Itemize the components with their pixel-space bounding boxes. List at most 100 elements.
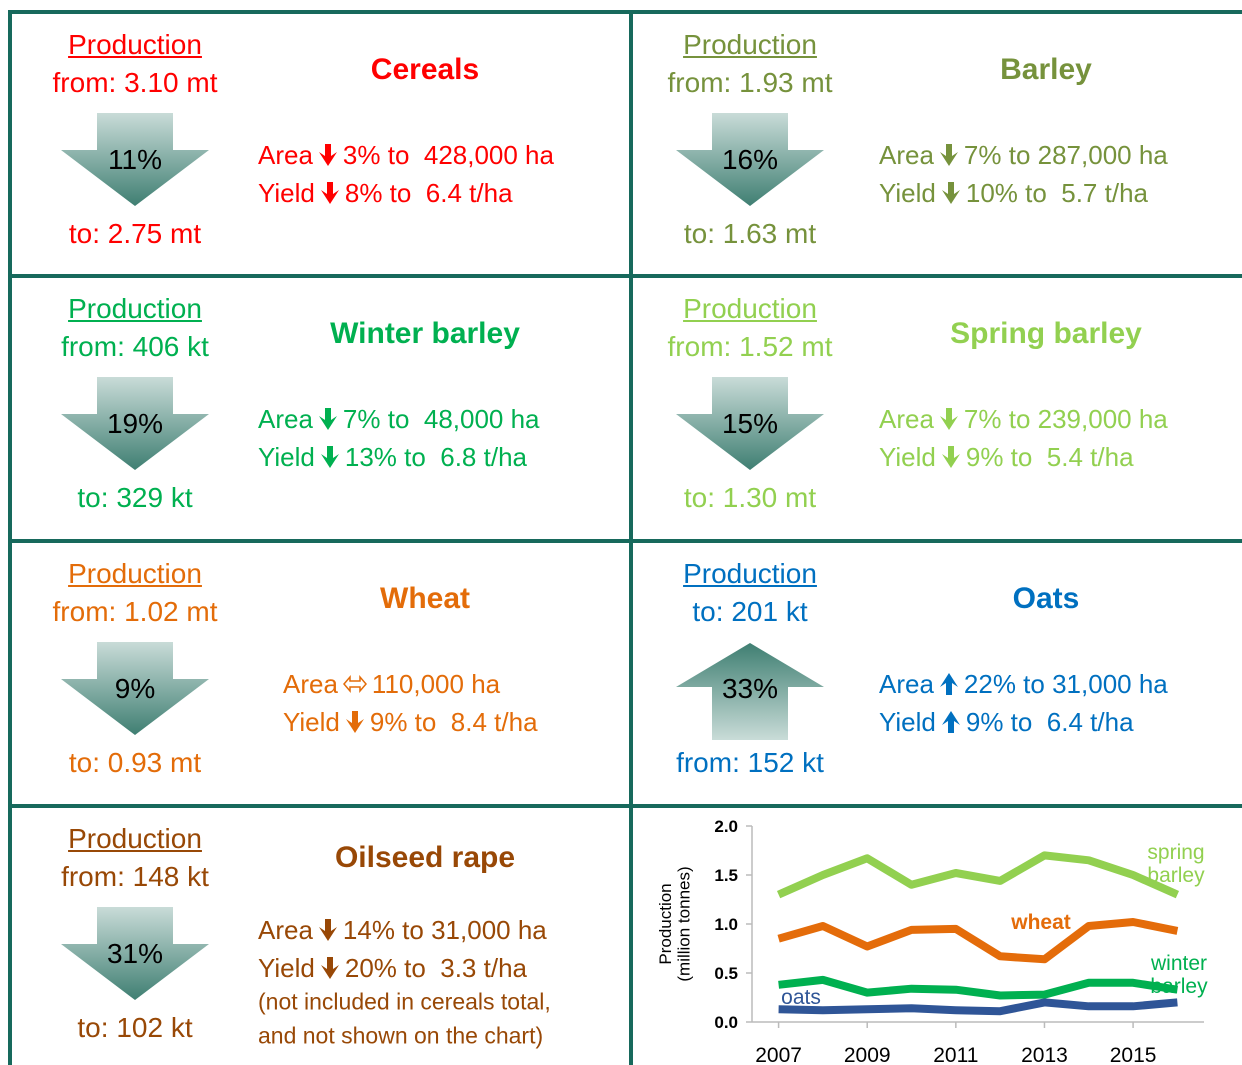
y-tick-label: 1.5 (714, 866, 738, 885)
area-text: 7% to 287,000 ha (963, 140, 1168, 170)
series-label: spring barley (1147, 841, 1205, 887)
yield-text: 20% to 3.3 t/ha (344, 953, 527, 983)
area-label: Area (879, 669, 934, 699)
change-arrow (61, 377, 209, 470)
change-arrow (61, 642, 209, 735)
series-line (778, 998, 1178, 1016)
border (8, 804, 1242, 808)
border (8, 539, 1242, 543)
area-text: 22% to 31,000 ha (963, 669, 1168, 699)
production-label: Production (683, 29, 817, 60)
crop-name: Spring barley (950, 317, 1142, 350)
change-percent: 9% (114, 673, 156, 704)
trend-icon (941, 446, 960, 468)
trend-icon (941, 182, 960, 204)
area-text: 7% to 239,000 ha (963, 404, 1168, 434)
x-tick-label: 2009 (844, 1044, 891, 1065)
yield-row: Yield 9% to 6.4 t/ha (879, 709, 1134, 735)
x-tick-label: 2015 (1110, 1044, 1157, 1065)
yield-text: 10% to 5.7 t/ha (965, 178, 1148, 208)
y-tick-label: 0.0 (714, 1013, 738, 1032)
x-tick-label: 2007 (755, 1044, 802, 1065)
change-percent: 19% (106, 408, 164, 439)
area-row: Area 14% to 31,000 ha (258, 917, 547, 943)
area-row: Area 7% to 287,000 ha (879, 142, 1168, 168)
area-row: Area 7% to 239,000 ha (879, 406, 1168, 432)
trend-icon (941, 711, 960, 733)
crop-name: Oilseed rape (334, 841, 516, 874)
production-label: Production (683, 558, 817, 589)
yield-label: Yield (258, 178, 315, 208)
area-label: Area (879, 404, 934, 434)
production-label: Production (68, 293, 202, 324)
yield-text: 9% to 5.4 t/ha (965, 442, 1134, 472)
production-label: Production (68, 558, 202, 589)
border (8, 10, 12, 1065)
area-text: 3% to 428,000 ha (342, 140, 554, 170)
x-tick-label: 2013 (1021, 1044, 1068, 1065)
area-text: 110,000 ha (371, 669, 501, 699)
change-arrow (676, 643, 824, 740)
production-top: to: 201 kt (692, 596, 808, 627)
yield-row: Yield 8% to 6.4 t/ha (258, 180, 513, 206)
area-row: Area 110,000 ha (283, 671, 500, 697)
trend-icon (939, 408, 958, 430)
area-label: Area (879, 140, 934, 170)
trend-icon (320, 446, 339, 468)
area-row: Area 3% to 428,000 ha (258, 142, 554, 168)
trend-icon (345, 711, 364, 733)
production-bottom: from: 152 kt (676, 747, 824, 778)
series-line (778, 975, 1179, 1000)
yield-label: Yield (879, 442, 936, 472)
change-arrow (676, 377, 824, 470)
production-top: from: 3.10 mt (52, 67, 218, 98)
production-bottom: to: 329 kt (77, 482, 193, 513)
area-text: 14% to 31,000 ha (342, 915, 547, 945)
production-top: from: 406 kt (61, 331, 209, 362)
production-top: from: 1.93 mt (667, 67, 833, 98)
area-label: Area (258, 404, 313, 434)
production-label: Production (683, 293, 817, 324)
production-bottom: to: 102 kt (77, 1012, 193, 1043)
yield-text: 13% to 6.8 t/ha (344, 442, 527, 472)
crop-name: Winter barley (330, 317, 520, 350)
yield-row: Yield 20% to 3.3 t/ha (258, 955, 527, 981)
trend-icon (318, 144, 337, 166)
border (8, 274, 1242, 278)
series-label: winter barley (1150, 952, 1208, 998)
crop-name: Oats (1012, 582, 1080, 615)
trend-icon (320, 182, 339, 204)
area-label: Area (283, 669, 338, 699)
series-line (776, 851, 1180, 899)
trend-icon (318, 408, 337, 430)
yield-row: Yield 9% to 8.4 t/ha (283, 709, 538, 735)
border (629, 10, 633, 1065)
yield-row: Yield 13% to 6.8 t/ha (258, 444, 527, 470)
series-label: wheat (1010, 911, 1071, 934)
series-line (777, 918, 1179, 964)
trend-icon (342, 674, 367, 694)
chart: 0.0 0.5 1.0 1.5 2.0 2007 2009 2011 2013 2015 Produ… (656, 817, 1208, 1065)
yield-label: Yield (258, 953, 315, 983)
y-tick-label: 1.0 (714, 915, 738, 934)
production-bottom: to: 1.30 mt (683, 482, 817, 513)
area-label: Area (258, 915, 313, 945)
crop-name: Barley (1000, 53, 1092, 86)
area-label: Area (258, 140, 313, 170)
yield-text: 9% to 6.4 t/ha (965, 707, 1134, 737)
change-percent: 31% (106, 938, 164, 969)
border (8, 10, 1242, 14)
yield-row: Yield 10% to 5.7 t/ha (879, 180, 1148, 206)
series-label: oats (781, 986, 821, 1009)
area-row: Area 7% to 48,000 ha (258, 406, 540, 432)
y-tick-label: 0.5 (714, 964, 738, 983)
production-top: from: 148 kt (61, 861, 209, 892)
yield-label: Yield (283, 707, 340, 737)
yield-label: Yield (879, 178, 936, 208)
area-row: Area 22% to 31,000 ha (879, 671, 1168, 697)
change-percent: 16% (721, 144, 779, 175)
note: (not included in cereals total, (258, 988, 551, 1015)
note: and not shown on the chart) (258, 1022, 544, 1049)
change-percent: 11% (108, 144, 162, 175)
